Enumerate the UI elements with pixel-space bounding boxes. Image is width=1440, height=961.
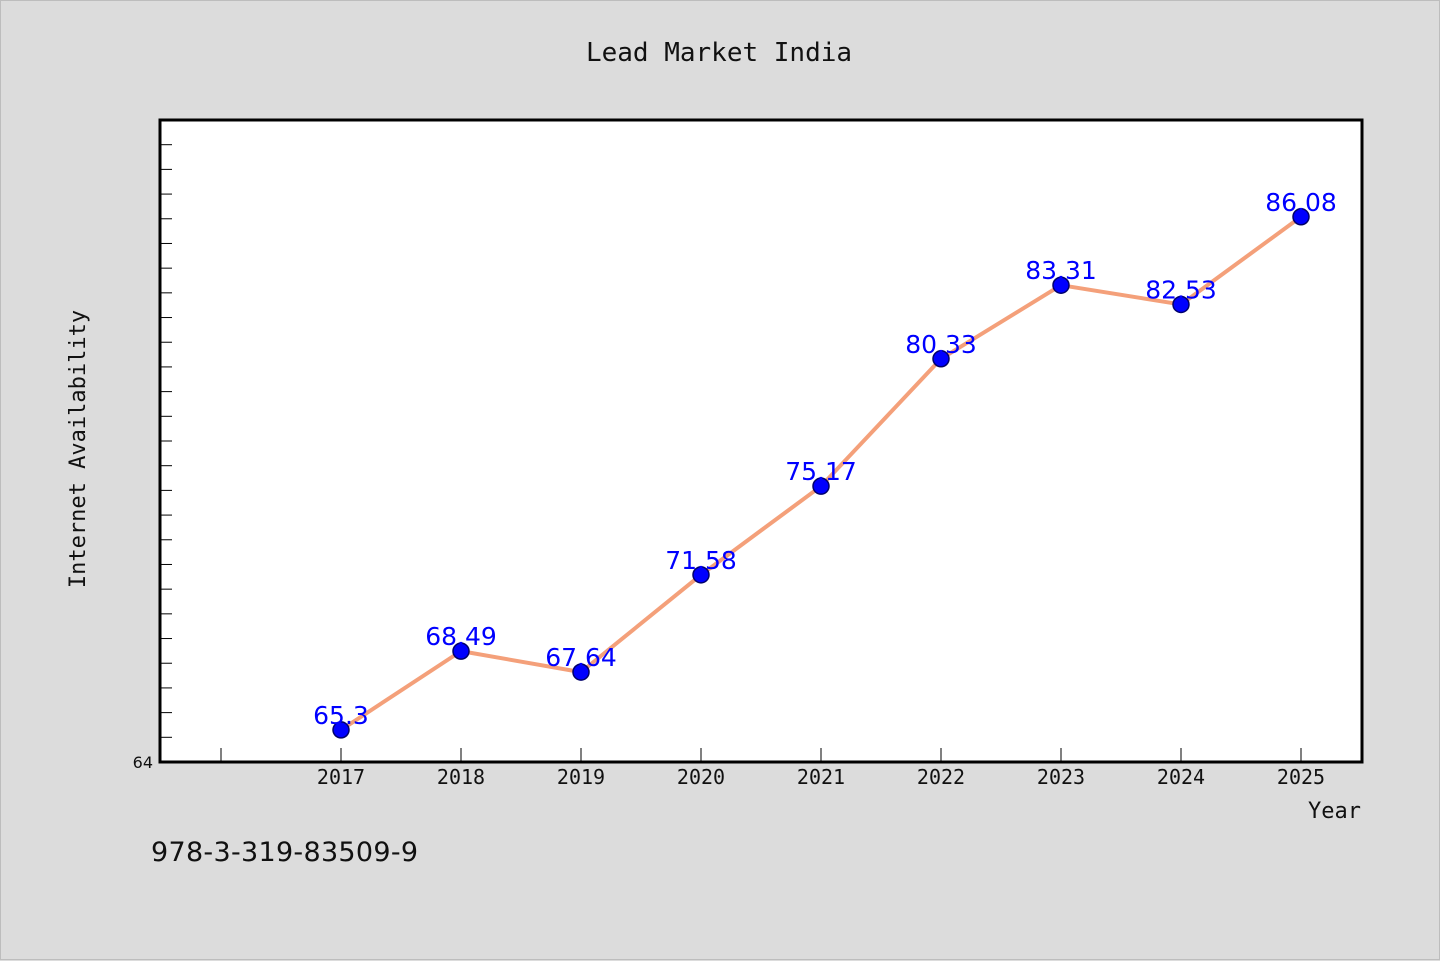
x-tick-label: 2020 [677,765,725,789]
data-point [1052,276,1070,294]
x-axis-ticks: 2017 2018 2019 2020 2021 2022 2023 2024 2025 [220,748,1325,789]
data-point [1292,208,1310,226]
data-label: 65.3 [313,701,369,730]
data-point [812,477,830,495]
data-point [692,566,710,584]
data-point [332,721,350,739]
data-point [1172,295,1190,314]
data-label: 83.31 [1025,256,1097,285]
data-label: 80.33 [905,330,977,359]
x-tick-label: 2018 [437,765,485,789]
x-tick-label: 2017 [317,765,365,789]
data-label: 71.58 [665,546,737,575]
data-point [932,350,950,368]
data-markers [332,208,1310,739]
data-point [452,642,470,660]
y-axis-ticks: 64 [133,144,172,772]
x-tick-label: 2023 [1037,765,1085,789]
chart-title: Lead Market India [586,38,852,68]
x-axis-label: Year [1308,799,1361,824]
y-tick-label: 64 [133,753,153,772]
data-label: 67.64 [545,643,617,672]
data-label: 86.08 [1265,188,1337,217]
y-axis-label: Internet Availability [66,310,91,588]
data-label: 75.17 [785,457,857,486]
x-tick-label: 2024 [1157,765,1205,789]
x-tick-label: 2022 [917,765,965,789]
data-point [572,663,590,681]
data-labels: 65.3 68.49 67.64 71.58 75.17 80.33 83.31 82.53 8… [313,188,1337,730]
data-label: 82.53 [1145,275,1217,304]
data-label: 68.49 [425,622,497,651]
x-tick-label: 2025 [1277,765,1325,789]
x-tick-label: 2019 [557,765,605,789]
isbn-footer: 978-3-319-83509-9 [151,837,419,868]
x-tick-label: 2021 [797,765,845,789]
plot-area [158,118,1364,764]
